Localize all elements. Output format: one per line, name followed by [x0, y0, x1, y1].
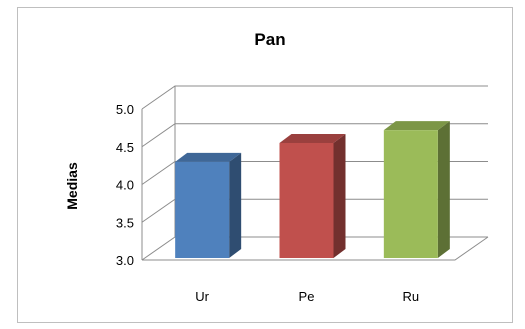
floor-edge: [142, 236, 489, 261]
bar: [383, 121, 450, 258]
bar-top: [279, 133, 346, 143]
gridline: [141, 85, 488, 110]
x-tick-label: Ur: [195, 289, 209, 304]
y-tick-label: 4.5: [116, 140, 134, 155]
y-tick-label: 3.5: [116, 215, 134, 230]
bar-side: [229, 152, 242, 258]
bar-top: [383, 121, 450, 131]
x-tick-label: Pe: [299, 289, 315, 304]
bar-side: [437, 121, 450, 258]
bar-front: [279, 142, 334, 258]
chart-title: Pan: [254, 30, 285, 49]
bar-front: [383, 130, 438, 258]
bar: [175, 152, 242, 258]
bar-side: [333, 133, 346, 258]
bar: [279, 133, 346, 258]
y-tick-label: 5.0: [116, 102, 134, 117]
x-tick-labels: Ur Pe Ru: [195, 289, 419, 304]
y-axis-label: Medias: [64, 162, 80, 210]
y-tick-label: 3.0: [116, 253, 134, 268]
axes: 3.0 3.5 4.0 4.5 5.0: [116, 85, 489, 268]
y-tick-label: 4.0: [116, 178, 134, 193]
bar-top: [175, 152, 242, 162]
bars: [175, 121, 450, 258]
bar-front: [175, 161, 230, 258]
x-tick-label: Ru: [403, 289, 420, 304]
